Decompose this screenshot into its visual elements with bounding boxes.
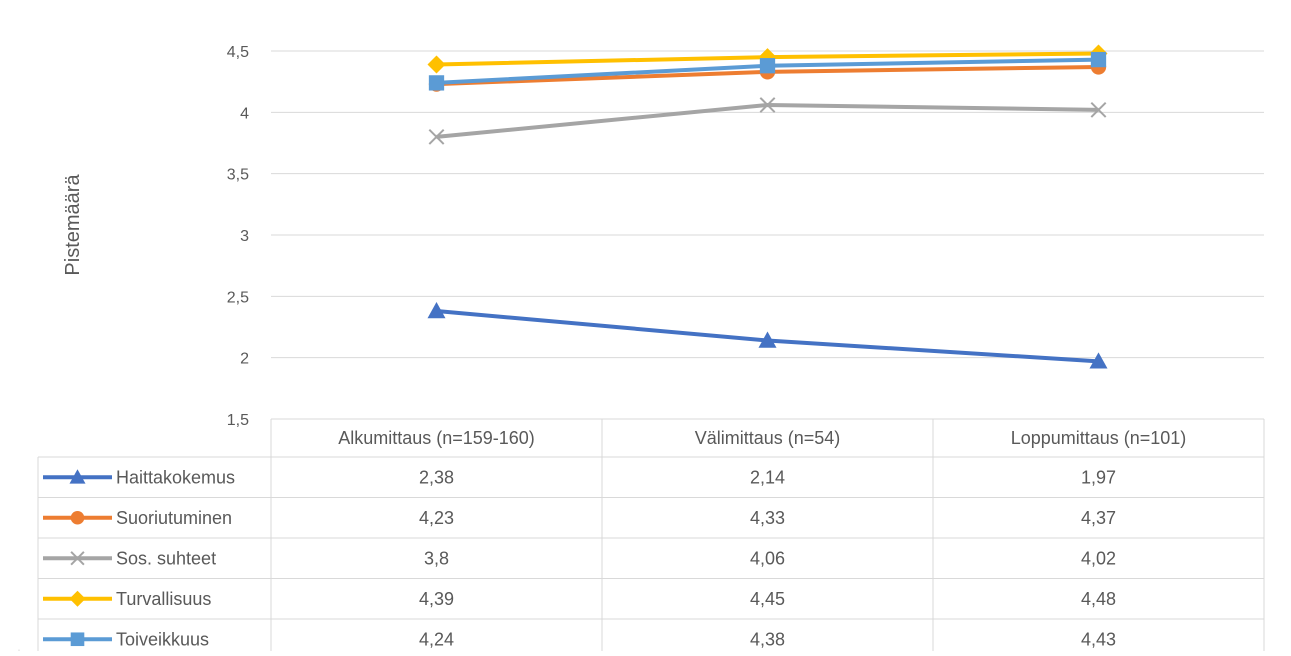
data-point (427, 302, 446, 319)
table-value: 4,06 (750, 548, 785, 568)
data-point (428, 75, 445, 91)
x-stroke (759, 97, 776, 113)
legend-label: Suoriutuminen (116, 508, 232, 528)
legend-marker (70, 510, 85, 525)
series-toiveikkuus (428, 51, 1107, 91)
data-point (759, 97, 776, 113)
table-value: 4,02 (1081, 548, 1116, 568)
series-lines (427, 44, 1108, 369)
table-value: 4,33 (750, 508, 785, 528)
data-table: Alkumittaus (n=159-160) Välimittaus (n=54… (18, 418, 1265, 656)
table-value: 4,38 (750, 629, 785, 649)
y-tick-labels: 1,5 2 2,5 3 3,5 4 4,5 (227, 44, 249, 429)
y-tick-label: 1,5 (227, 412, 249, 429)
table-value: 4,23 (419, 508, 454, 528)
y-tick-label: 2,5 (227, 289, 249, 306)
table-value: 2,38 (419, 467, 454, 487)
legend-marker (70, 632, 85, 647)
y-tick-label: 3,5 (227, 167, 249, 184)
table-value: 4,48 (1081, 589, 1116, 609)
category-header: Alkumittaus (n=159-160) (338, 428, 535, 448)
legend-marker (69, 469, 86, 484)
y-tick-label: 4 (240, 105, 249, 122)
data-point (1090, 101, 1107, 118)
data-point (1090, 51, 1107, 68)
x-stroke (1090, 101, 1107, 118)
data-point (758, 331, 777, 348)
y-tick-label: 4,5 (227, 44, 249, 61)
table-value: 4,24 (419, 629, 454, 649)
table-value: 4,43 (1081, 629, 1116, 649)
y-tick-label: 3 (240, 228, 249, 245)
legend-marker (70, 551, 85, 566)
legend-key-turvallisuus (43, 590, 112, 607)
table-value: 1,97 (1081, 467, 1116, 487)
category-header: Loppumittaus (n=101) (1011, 428, 1187, 448)
table-value: 4,39 (419, 589, 454, 609)
y-tick-label: 2 (240, 351, 249, 368)
data-point (427, 55, 446, 74)
table-value: 3,8 (424, 548, 449, 568)
y-axis-label-group: Pistemäärä (62, 174, 84, 276)
data-point (759, 58, 776, 74)
data-point (428, 128, 445, 145)
data-point (1089, 352, 1108, 369)
legend-label: Sos. suhteet (116, 548, 216, 568)
y-axis-label: Pistemäärä (62, 174, 84, 276)
series-haittakokemus (427, 302, 1108, 369)
legend-key-sos-suhteet (43, 551, 112, 566)
legend-key-haittakokemus (43, 469, 112, 484)
legend-label: Toiveikkuus (116, 629, 209, 649)
legend-key-toiveikkuus (43, 632, 112, 647)
legend-key-suoriutuminen (43, 510, 112, 525)
legend-label: Turvallisuus (116, 589, 211, 609)
x-stroke (428, 128, 445, 145)
legend-marker (69, 590, 86, 607)
table-value: 4,45 (750, 589, 785, 609)
legend-label: Haittakokemus (116, 467, 235, 487)
category-header: Välimittaus (n=54) (695, 428, 841, 448)
table-value: 2,14 (750, 467, 785, 487)
series-sos-suhteet (428, 97, 1107, 145)
x-stroke (70, 551, 85, 566)
table-value: 4,37 (1081, 508, 1116, 528)
